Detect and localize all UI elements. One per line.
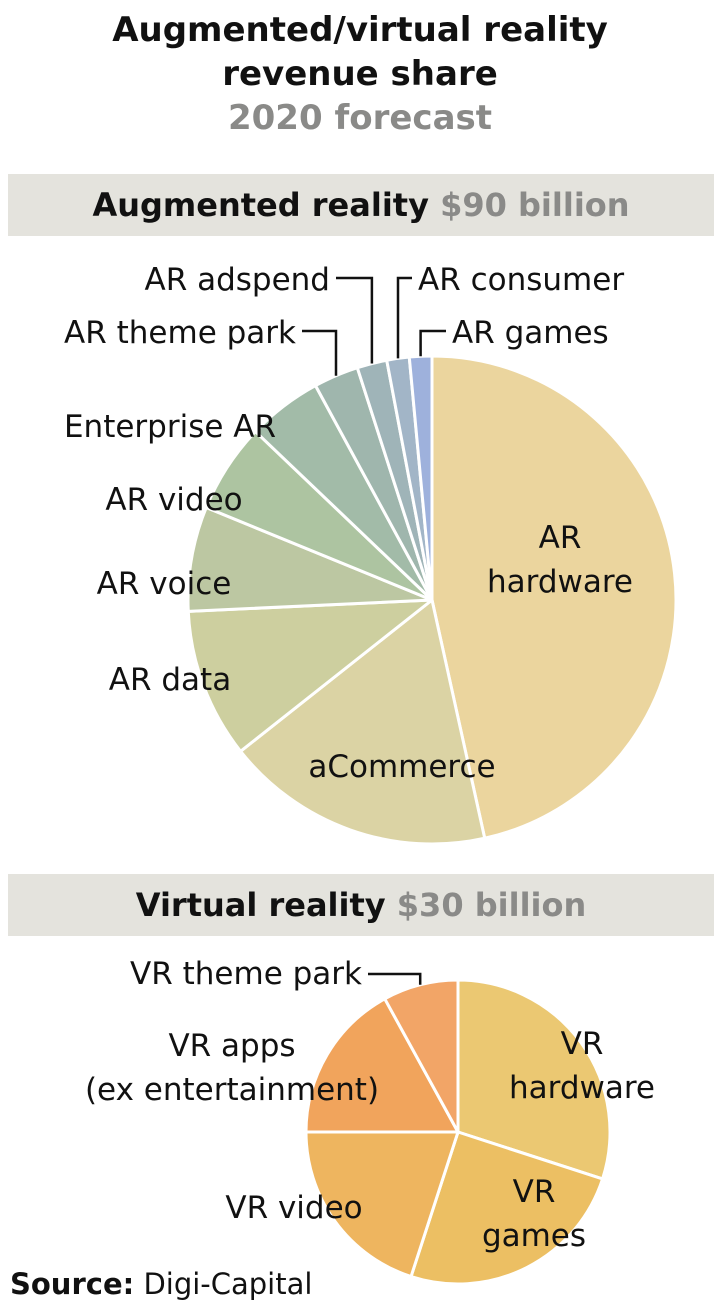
ar-label-ar-theme-park: AR theme park (64, 315, 296, 351)
source-value: Digi-Capital (143, 1267, 313, 1301)
ar-label-ar-video: AR video (105, 482, 242, 518)
ar-label-ar-games: AR games (452, 315, 609, 351)
chart-title-line1: Augmented/virtual reality (112, 10, 608, 50)
ar-slice-ar-data (186, 598, 434, 753)
vr-label-vr-hardware: VR hardware (509, 1026, 655, 1106)
source-note: Source: Digi-Capital (10, 1262, 312, 1306)
ar-label-ar-data: AR data (109, 662, 231, 698)
vr-slice-vr-video (304, 1130, 460, 1279)
ar-label-ar-hardware: AR hardware (487, 520, 633, 600)
vr-label-vr-video: VR video (225, 1190, 362, 1226)
chart-title-line2: revenue share (222, 54, 498, 94)
ar-label-ar-adspend: AR adspend (144, 262, 330, 298)
vr-section-header: Virtual reality $30 billion (8, 874, 714, 936)
ar-total: $90 billion (440, 186, 630, 224)
leader-ar-theme-park (302, 329, 338, 376)
ar-slice-acommerce (239, 598, 487, 846)
ar-label-enterprise-ar: Enterprise AR (64, 409, 276, 445)
chart-subtitle: 2020 forecast (227, 98, 493, 138)
vr-label-vr-apps-ex-entertainment: VR apps (ex entertainment) (85, 1028, 379, 1108)
leader-vr-theme-park (368, 972, 422, 985)
ar-label-acommerce: aCommerce (308, 749, 495, 785)
vr-slice-vr-apps-ex-entertainment (304, 997, 460, 1134)
vr-slice-vr-hardware (456, 978, 612, 1181)
ar-pie-chart (186, 354, 678, 846)
ar-slice-ar-voice (186, 506, 434, 613)
vr-label-vr-theme-park: VR theme park (130, 956, 362, 992)
leader-ar-games (419, 329, 446, 357)
slice-labels: AR hardware aCommerce AR data AR voice AR vid… (64, 262, 655, 1254)
source-label: Source: (10, 1267, 135, 1301)
ar-section-header: Augmented reality $90 billion (8, 174, 714, 236)
label-leader-lines (302, 276, 446, 985)
ar-slice-ar-hardware (430, 354, 678, 840)
vr-total: $30 billion (396, 886, 587, 924)
ar-label-ar-consumer: AR consumer (418, 262, 624, 298)
ar-section-label: Augmented reality (92, 186, 429, 224)
vr-slice-vr-games (409, 1130, 605, 1286)
ar-label-ar-voice: AR voice (97, 566, 232, 602)
vr-label-vr-games: VR games (482, 1174, 586, 1254)
chart-title-block: Augmented/virtual reality revenue share … (0, 8, 720, 140)
vr-section-label: Virtual reality (135, 886, 386, 924)
leader-ar-consumer (396, 276, 412, 359)
leader-ar-adspend (336, 276, 374, 364)
vr-pie-chart (304, 978, 612, 1286)
